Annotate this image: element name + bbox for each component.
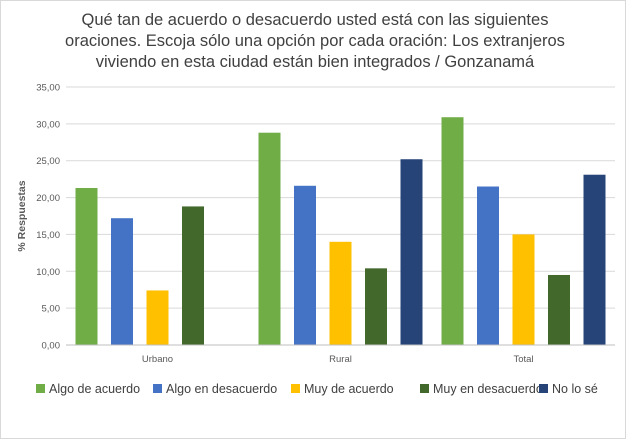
bars bbox=[75, 117, 606, 345]
chart-title-line-2: oraciones. Escoja sólo una opción por ca… bbox=[65, 32, 565, 50]
bar bbox=[548, 274, 570, 345]
axes: 0,00 5,00 10,00 15,00 20,00 25,00 30,00 35,00 % … bbox=[16, 83, 615, 365]
bar bbox=[258, 132, 281, 345]
y-tick-label: 15,00 bbox=[36, 230, 60, 241]
bar bbox=[182, 206, 204, 345]
legend-swatch bbox=[420, 384, 429, 393]
bar bbox=[146, 290, 169, 345]
y-tick-label: 30,00 bbox=[36, 119, 60, 130]
legend-swatch bbox=[539, 384, 548, 393]
legend-swatch bbox=[36, 384, 45, 393]
y-tick-label: 10,00 bbox=[36, 267, 60, 278]
y-tick-label: 25,00 bbox=[36, 156, 60, 167]
chart-title: Qué tan de acuerdo o desacuerdo usted es… bbox=[60, 10, 570, 73]
bar bbox=[583, 174, 606, 345]
legend-swatch bbox=[291, 384, 300, 393]
legend-label: Muy de acuerdo bbox=[304, 382, 394, 396]
bar bbox=[294, 185, 316, 345]
y-axis-label: % Respuestas bbox=[16, 180, 28, 251]
bar bbox=[477, 186, 499, 345]
x-tick-label: Total bbox=[513, 354, 533, 365]
bar bbox=[441, 117, 464, 345]
x-tick-label: Urbano bbox=[142, 354, 173, 365]
legend-label: Algo de acuerdo bbox=[49, 382, 140, 396]
bar bbox=[111, 218, 133, 345]
y-tick-label: 20,00 bbox=[36, 193, 60, 204]
chart-title-line-3: viviendo en esta ciudad están bien integ… bbox=[95, 53, 535, 71]
legend: Algo de acuerdo Algo en desacuerdo Muy de … bbox=[36, 382, 598, 396]
y-tick-label: 5,00 bbox=[42, 304, 61, 315]
y-tick-label: 35,00 bbox=[36, 83, 60, 94]
bar bbox=[512, 234, 535, 345]
bar bbox=[365, 268, 387, 345]
bar bbox=[75, 187, 98, 345]
x-tick-label: Rural bbox=[329, 354, 352, 365]
chart-title-line-1: Qué tan de acuerdo o desacuerdo usted es… bbox=[81, 11, 549, 29]
y-tick-label: 0,00 bbox=[42, 341, 61, 352]
legend-label: No lo sé bbox=[552, 382, 598, 396]
legend-label: Algo en desacuerdo bbox=[166, 382, 277, 396]
bar bbox=[329, 241, 352, 345]
legend-label: Muy en desacuerdo bbox=[433, 382, 543, 396]
legend-swatch bbox=[153, 384, 162, 393]
bar bbox=[400, 159, 423, 345]
